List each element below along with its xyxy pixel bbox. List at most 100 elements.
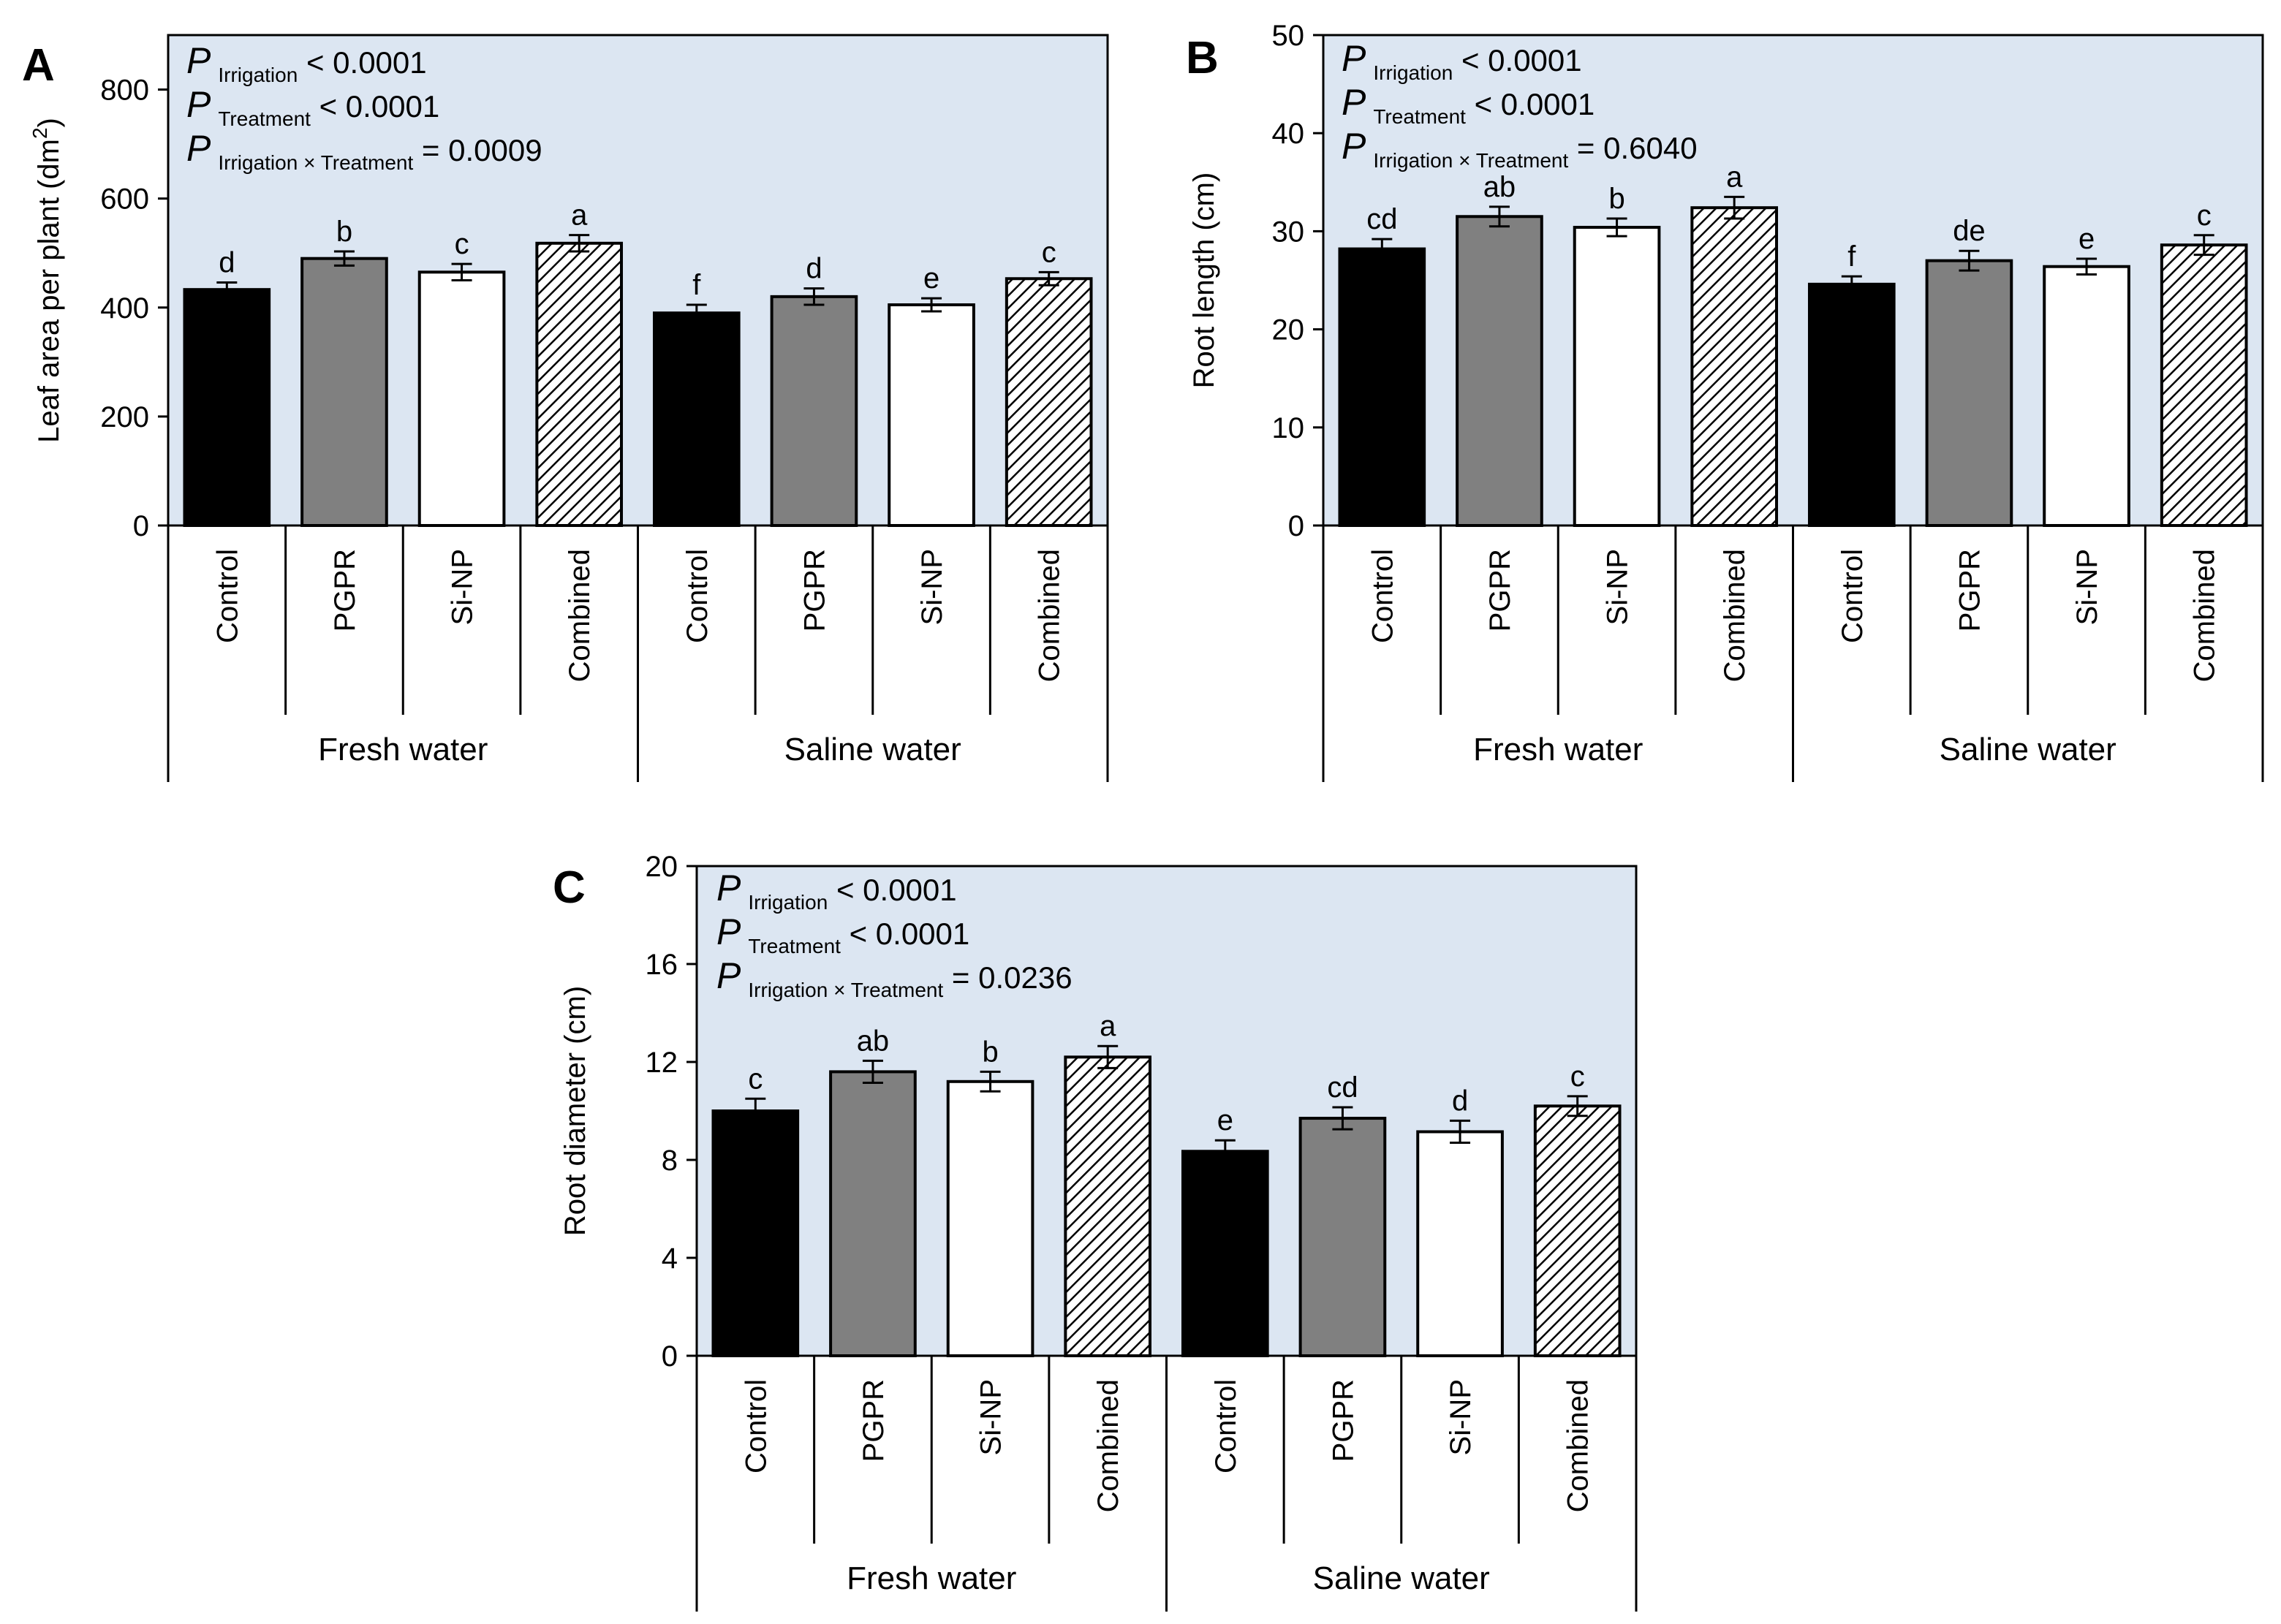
y-tick-label: 20 bbox=[646, 851, 678, 883]
stat-p-symbol: P bbox=[1342, 126, 1366, 167]
y-tick-label: 10 bbox=[1272, 412, 1305, 444]
panel-a: A 0 200 400 600 800 Leaf area per plant (dm2) d… bbox=[22, 34, 1109, 782]
y-tick-label: 40 bbox=[1272, 118, 1305, 150]
significance-letter: c bbox=[1570, 1060, 1585, 1093]
category-label: PGPR bbox=[1953, 549, 1986, 631]
bar bbox=[770, 295, 858, 527]
group-label: Saline water bbox=[1313, 1560, 1490, 1596]
significance-letter: a bbox=[1100, 1010, 1116, 1042]
significance-letter: f bbox=[692, 269, 701, 301]
significance-letter: b bbox=[336, 216, 352, 248]
category-label: Control bbox=[1210, 1379, 1242, 1473]
category-label: Si-NP bbox=[975, 1379, 1007, 1455]
stat-subscript: Treatment bbox=[748, 935, 841, 957]
category-label: Si-NP bbox=[1445, 1379, 1477, 1455]
panel-letter: A bbox=[22, 40, 55, 91]
stat-p-symbol: P bbox=[716, 911, 741, 952]
significance-letter: cd bbox=[1327, 1071, 1358, 1104]
bar bbox=[535, 241, 624, 527]
stat-subscript: Irrigation bbox=[1373, 61, 1453, 84]
y-tick-label: 12 bbox=[646, 1047, 678, 1079]
significance-letter: e bbox=[1217, 1104, 1233, 1137]
y-tick-label: 0 bbox=[1288, 510, 1304, 542]
stat-p-symbol: P bbox=[1342, 38, 1366, 79]
stat-line: P Irrigation × Treatment = 0.6040 bbox=[1342, 126, 1698, 172]
stat-p-symbol: P bbox=[716, 955, 741, 996]
y-tick-label: 16 bbox=[646, 949, 678, 981]
y-tick-label: 50 bbox=[1272, 20, 1305, 52]
category-label: PGPR bbox=[329, 549, 361, 631]
bar bbox=[1338, 247, 1426, 527]
y-tick-label: 20 bbox=[1272, 314, 1305, 346]
y-axis-title: Root diameter (cm) bbox=[559, 986, 591, 1236]
category-label: Combined bbox=[2189, 549, 2221, 682]
stat-value: = 0.0009 bbox=[413, 133, 542, 167]
bar bbox=[1298, 1117, 1387, 1358]
bar bbox=[1181, 1150, 1269, 1358]
group-label: Saline water bbox=[1940, 732, 2117, 767]
stat-line: P Treatment < 0.0001 bbox=[716, 911, 969, 957]
y-tick-label: 4 bbox=[662, 1242, 678, 1275]
significance-letter: a bbox=[1726, 161, 1743, 193]
y-tick-label: 800 bbox=[100, 75, 149, 107]
category-label: Si-NP bbox=[447, 549, 479, 625]
significance-letter: b bbox=[1608, 183, 1624, 215]
y-axis-title: Leaf area per plant (dm2) bbox=[29, 118, 65, 443]
significance-letter: de bbox=[1953, 215, 1986, 247]
significance-letter: c bbox=[2197, 200, 2212, 232]
significance-letter: cd bbox=[1366, 203, 1397, 235]
stat-line: P Irrigation × Treatment = 0.0236 bbox=[716, 955, 1073, 1001]
bar bbox=[1005, 277, 1093, 527]
significance-letter: d bbox=[1452, 1085, 1468, 1117]
y-tick-label: 0 bbox=[133, 510, 149, 542]
stat-value: < 0.0001 bbox=[298, 45, 426, 80]
significance-letter: d bbox=[806, 253, 822, 285]
y-tick-label: 600 bbox=[100, 183, 149, 216]
group-label: Fresh water bbox=[1473, 732, 1643, 767]
category-label: Si-NP bbox=[2071, 549, 2103, 625]
significance-letter: d bbox=[219, 246, 235, 278]
category-label: Combined bbox=[1034, 549, 1066, 682]
y-tick-label: 0 bbox=[662, 1340, 678, 1373]
category-label: Control bbox=[740, 1379, 772, 1473]
group-label: Fresh water bbox=[847, 1560, 1016, 1596]
stat-p-symbol: P bbox=[186, 40, 211, 81]
y-tick-label: 8 bbox=[662, 1145, 678, 1177]
stat-p-symbol: P bbox=[1342, 82, 1366, 123]
stat-subscript: Irrigation × Treatment bbox=[218, 151, 413, 174]
significance-letter: e bbox=[923, 262, 939, 295]
bar bbox=[829, 1070, 917, 1358]
stat-subscript: Treatment bbox=[218, 107, 311, 130]
bar bbox=[1533, 1104, 1622, 1358]
y-tick-label: 400 bbox=[100, 292, 149, 325]
stat-subscript: Irrigation × Treatment bbox=[1373, 149, 1568, 172]
stat-line: P Treatment < 0.0001 bbox=[186, 84, 439, 130]
category-label: Combined bbox=[1562, 1379, 1595, 1512]
bar bbox=[946, 1079, 1034, 1358]
stat-subscript: Irrigation bbox=[218, 64, 298, 86]
stat-value: = 0.0236 bbox=[943, 960, 1072, 995]
bar bbox=[1416, 1130, 1504, 1357]
stat-value: < 0.0001 bbox=[1453, 43, 1581, 77]
bar bbox=[1925, 259, 2013, 527]
stat-line: P Irrigation < 0.0001 bbox=[1342, 38, 1582, 84]
stat-p-symbol: P bbox=[186, 128, 211, 169]
stat-line: P Irrigation × Treatment = 0.0009 bbox=[186, 128, 542, 174]
stat-subscript: Treatment bbox=[1373, 105, 1466, 128]
bar bbox=[1573, 226, 1661, 527]
bar bbox=[1456, 215, 1543, 527]
category-label: Control bbox=[211, 549, 243, 643]
significance-letter: f bbox=[1847, 240, 1856, 273]
group-label: Saline water bbox=[784, 732, 961, 767]
category-label: PGPR bbox=[1484, 549, 1516, 631]
significance-letter: ab bbox=[1483, 171, 1516, 203]
stat-value: < 0.0001 bbox=[311, 89, 439, 124]
y-axis-title-sup: 2 bbox=[29, 127, 51, 139]
category-label: Combined bbox=[1719, 549, 1751, 682]
stat-value: = 0.6040 bbox=[1568, 131, 1697, 165]
category-label: PGPR bbox=[1327, 1379, 1359, 1462]
category-label: Control bbox=[681, 549, 714, 643]
